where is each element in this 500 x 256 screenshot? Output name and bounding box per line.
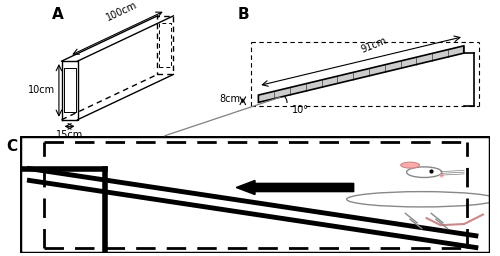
Ellipse shape — [346, 191, 497, 207]
Text: B: B — [238, 7, 249, 22]
Ellipse shape — [406, 167, 442, 177]
Text: 8cm: 8cm — [219, 94, 240, 104]
Text: 91cm: 91cm — [360, 35, 388, 55]
Text: 100cm: 100cm — [104, 0, 138, 23]
Text: 10°: 10° — [292, 105, 309, 115]
Ellipse shape — [400, 162, 419, 168]
Text: A: A — [52, 7, 64, 22]
FancyArrow shape — [236, 180, 354, 195]
Text: 10cm: 10cm — [28, 86, 55, 95]
Polygon shape — [258, 46, 464, 102]
Text: C: C — [6, 139, 17, 154]
Text: 15cm: 15cm — [56, 130, 83, 140]
